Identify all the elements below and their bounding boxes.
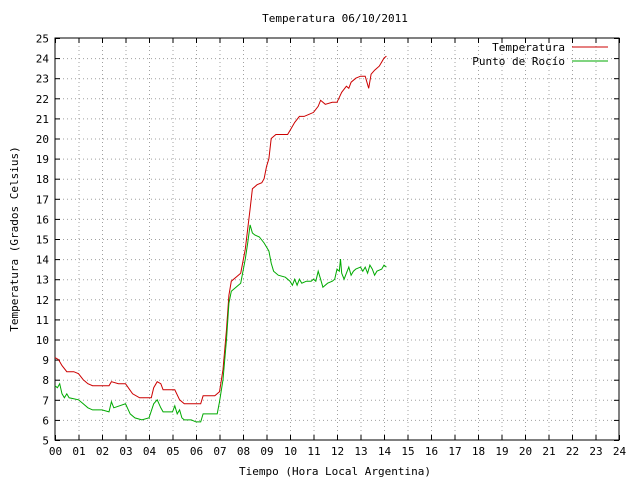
x-tick-label: 19	[495, 445, 508, 458]
x-tick-label: 06	[190, 445, 203, 458]
x-tick-label: 12	[331, 445, 344, 458]
x-axis-label: Tiempo (Hora Local Argentina)	[239, 465, 431, 478]
y-tick-label: 23	[36, 73, 49, 86]
y-tick-label: 16	[36, 213, 49, 226]
y-tick-label: 11	[36, 314, 49, 327]
y-tick-label: 6	[42, 414, 49, 427]
x-tick-label: 11	[307, 445, 320, 458]
x-tick-label: 15	[401, 445, 414, 458]
x-tick-label: 01	[72, 445, 85, 458]
y-tick-label: 17	[36, 193, 49, 206]
y-tick-label: 15	[36, 234, 49, 247]
y-tick-label: 8	[42, 374, 49, 387]
x-tick-label: 23	[589, 445, 602, 458]
x-tick-label: 16	[425, 445, 438, 458]
y-tick-label: 25	[36, 33, 49, 46]
x-tick-label: 24	[613, 445, 627, 458]
x-tick-label: 17	[448, 445, 461, 458]
x-tick-label: 08	[237, 445, 250, 458]
x-tick-label: 13	[354, 445, 367, 458]
y-tick-label: 22	[36, 93, 49, 106]
x-tick-label: 18	[472, 445, 485, 458]
legend: Temperatura Punto de Rocío	[472, 41, 608, 68]
y-tick-label: 13	[36, 274, 49, 287]
legend-label-punto-de-rocio: Punto de Rocío	[472, 55, 565, 68]
legend-label-temperatura: Temperatura	[492, 41, 565, 54]
y-tick-label: 24	[36, 53, 50, 66]
x-tick-label: 05	[166, 445, 179, 458]
x-tick-label: 07	[213, 445, 226, 458]
y-tick-label: 14	[36, 254, 50, 267]
x-tick-label: 22	[566, 445, 579, 458]
x-tick-label: 03	[119, 445, 132, 458]
x-tick-label: 20	[519, 445, 532, 458]
x-tick-label: 21	[542, 445, 555, 458]
series-line-punto-de-rocio	[54, 224, 387, 423]
x-tick-label: 04	[143, 445, 157, 458]
y-tick-label: 18	[36, 173, 49, 186]
x-tick-label: 10	[284, 445, 297, 458]
x-tick-label: 14	[378, 445, 392, 458]
x-tick-label: 02	[96, 445, 109, 458]
x-tick-label: 00	[49, 445, 62, 458]
y-tick-label: 20	[36, 133, 49, 146]
y-tick-label: 12	[36, 294, 49, 307]
y-tick-label: 10	[36, 334, 49, 347]
chart-title: Temperatura 06/10/2011	[262, 12, 408, 25]
y-tick-label: 9	[42, 354, 49, 367]
y-tick-label: 5	[42, 435, 49, 448]
x-tick-label: 09	[260, 445, 273, 458]
y-tick-label: 19	[36, 153, 49, 166]
y-tick-label: 21	[36, 113, 49, 126]
grid	[55, 38, 619, 440]
series-line-temperatura	[54, 55, 387, 405]
y-axis-label: Temperatura (Grados Celsius)	[8, 146, 21, 331]
series-lines	[54, 55, 387, 423]
y-tick-label: 7	[42, 394, 49, 407]
axis-ticks: 00 01 02 03 04 05 06 07 08 09 10 11 12 13 14 15 16 17 18 19…	[36, 33, 627, 459]
